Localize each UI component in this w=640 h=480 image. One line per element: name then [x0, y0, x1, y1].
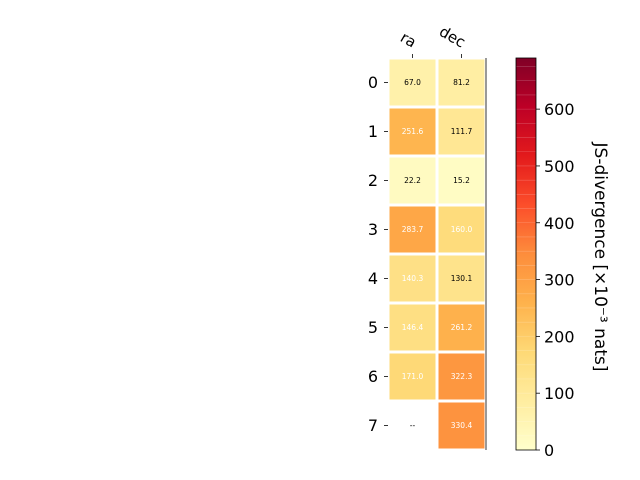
- colorbar-tick-label: 500: [544, 157, 575, 176]
- heatmap-cell: [389, 304, 436, 351]
- row-axis: 0 1 2 3 4 5 6 7: [368, 73, 388, 435]
- cell-value-label: 251.6: [402, 127, 424, 136]
- row-tick-label: 3: [368, 220, 378, 239]
- heatmap-cell: [389, 108, 436, 155]
- row-tick-label: 5: [368, 318, 378, 337]
- heatmap-cell: [438, 108, 485, 155]
- cell-value-label: 22.2: [404, 176, 421, 185]
- heatmap-cell: [389, 206, 436, 253]
- row-tick-label: 0: [368, 73, 378, 92]
- cell-value-label: 15.2: [453, 176, 470, 185]
- heatmap-cell: [438, 255, 485, 302]
- heatmap-cells: 67.0 81.2 251.6 111.7 22.2 15.2 283.7 160.0 140.…: [389, 59, 485, 449]
- colorbar-frame: [515, 57, 537, 451]
- heatmap-cell: [438, 157, 485, 204]
- colorbar-label: JS-divergence [×10⁻³ nats]: [590, 142, 610, 372]
- column-axis: ra dec: [397, 22, 469, 58]
- column-tick-label: ra: [397, 28, 419, 51]
- colorbar-tick-label: 600: [544, 100, 575, 119]
- heatmap-cell: [438, 304, 485, 351]
- colorbar-tick-label: 0: [544, 441, 554, 460]
- cell-value-label: 140.3: [402, 274, 424, 283]
- row-tick-label: 1: [368, 122, 378, 141]
- heatmap-cell: [389, 353, 436, 400]
- column-tick-label: dec: [436, 22, 468, 51]
- row-tick-label: 7: [368, 416, 378, 435]
- cell-value-label: 171.0: [402, 372, 424, 381]
- colorbar-label-container: JS-divergence [×10⁻³ nats]: [590, 142, 610, 372]
- heatmap-cell: [389, 59, 436, 106]
- heatmap-cell: [438, 353, 485, 400]
- colorbar-tick-label: 400: [544, 214, 575, 233]
- cell-value-label: 130.1: [451, 274, 473, 283]
- cell-value-label: 146.4: [402, 323, 424, 332]
- colorbar-tick-label: 300: [544, 271, 575, 290]
- colorbar-gradient: [516, 58, 536, 450]
- colorbar-tick-label: 100: [544, 384, 575, 403]
- cell-value-label: 111.7: [451, 127, 473, 136]
- cell-value-label: --: [410, 421, 416, 430]
- row-tick-label: 2: [368, 171, 378, 190]
- cell-value-label: 322.3: [451, 372, 473, 381]
- heatmap-cell: [438, 402, 485, 449]
- heatmap-cell: [438, 206, 485, 253]
- cell-value-label: 283.7: [402, 225, 424, 234]
- cell-value-label: 67.0: [404, 78, 421, 87]
- heatmap-cell: [389, 157, 436, 204]
- cell-value-label: 160.0: [451, 225, 473, 234]
- colorbar-tick-label: 200: [544, 327, 575, 346]
- row-tick-label: 4: [368, 269, 378, 288]
- cell-value-label: 81.2: [453, 78, 470, 87]
- row-tick-label: 6: [368, 367, 378, 386]
- heatmap-cell: [438, 59, 485, 106]
- cell-value-label: 330.4: [451, 421, 473, 430]
- heatmap-cell: [389, 255, 436, 302]
- cell-value-label: 261.2: [451, 323, 473, 332]
- colorbar: 0 100 200 300 400 500 600: [515, 57, 575, 460]
